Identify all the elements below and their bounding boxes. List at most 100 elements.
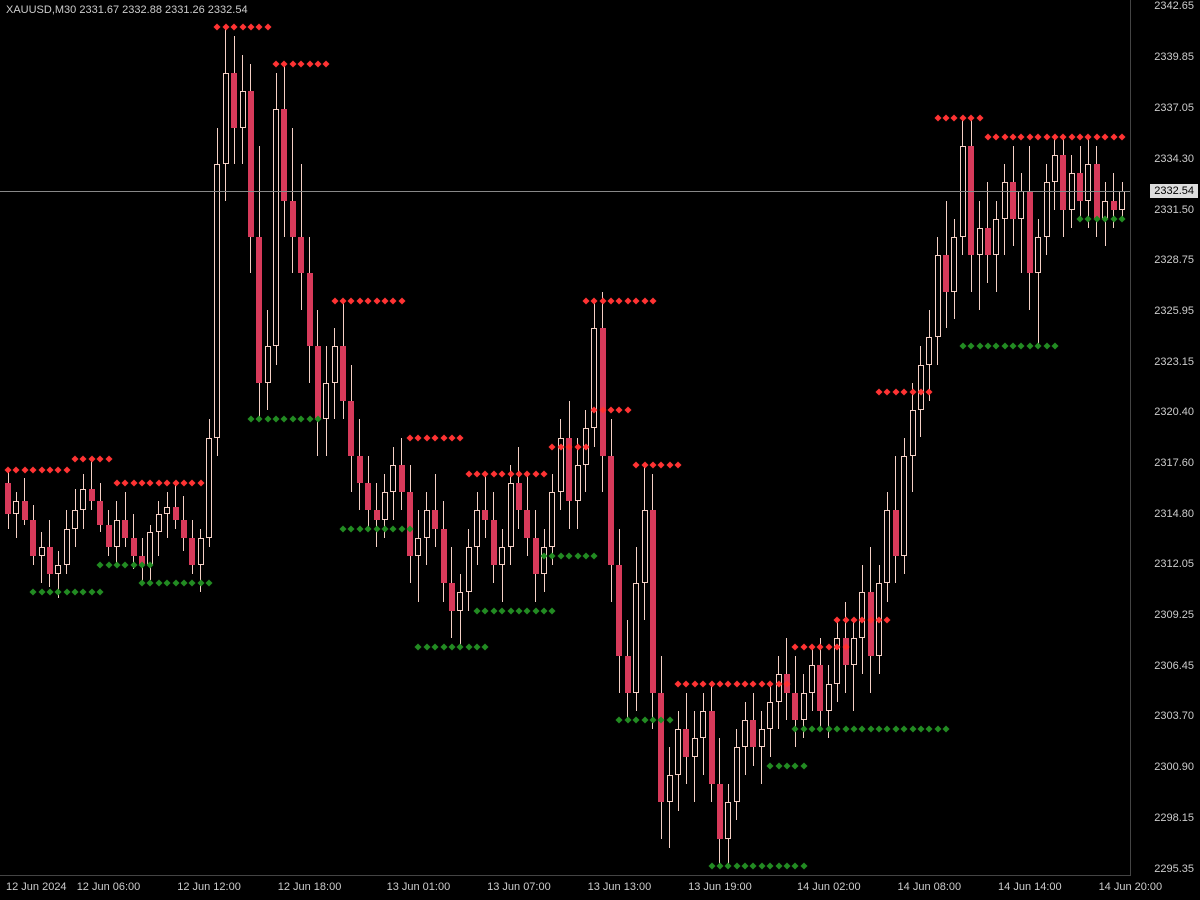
support-dot (1043, 343, 1050, 350)
support-dot (943, 726, 950, 733)
support-dot (716, 862, 723, 869)
support-dot (541, 607, 548, 614)
resistance-dot (750, 680, 757, 687)
x-tick-label: 14 Jun 02:00 (797, 881, 861, 893)
resistance-dot (63, 467, 70, 474)
support-dot (155, 580, 162, 587)
candle-body (281, 109, 287, 200)
resistance-dot (842, 616, 849, 623)
support-dot (708, 862, 715, 869)
candle-body (935, 255, 941, 337)
y-tick-label: 2303.70 (1154, 710, 1194, 722)
y-tick-label: 2342.65 (1154, 0, 1194, 12)
support-dot (1118, 215, 1125, 222)
support-dot (390, 525, 397, 532)
candle-wick (485, 474, 486, 538)
resistance-dot (423, 434, 430, 441)
resistance-dot (633, 297, 640, 304)
resistance-dot (4, 467, 11, 474)
candle-body (910, 410, 916, 456)
resistance-dot (892, 388, 899, 395)
support-dot (557, 552, 564, 559)
candle-body (717, 784, 723, 839)
resistance-dot (281, 60, 288, 67)
candle-body (374, 510, 380, 519)
support-dot (783, 762, 790, 769)
resistance-dot (1118, 133, 1125, 140)
resistance-dot (415, 434, 422, 441)
resistance-dot (901, 388, 908, 395)
resistance-dot (365, 297, 372, 304)
candle-body (307, 273, 313, 346)
candle-body (675, 729, 681, 775)
support-dot (147, 580, 154, 587)
resistance-dot (406, 434, 413, 441)
candle-body (541, 547, 547, 574)
resistance-dot (155, 480, 162, 487)
candle-body (399, 465, 405, 492)
candle-body (114, 520, 120, 547)
candle-body (298, 237, 304, 273)
support-dot (1110, 215, 1117, 222)
candle-body (240, 91, 246, 127)
support-dot (113, 562, 120, 569)
support-dot (825, 726, 832, 733)
resistance-dot (105, 456, 112, 463)
resistance-dot (55, 467, 62, 474)
candle-body (943, 255, 949, 291)
resistance-dot (591, 297, 598, 304)
resistance-dot (21, 467, 28, 474)
support-dot (80, 589, 87, 596)
candle-body (432, 510, 438, 528)
candle-wick (1021, 173, 1022, 273)
resistance-dot (716, 680, 723, 687)
support-dot (289, 416, 296, 423)
resistance-dot (976, 115, 983, 122)
candle-body (549, 492, 555, 547)
resistance-dot (507, 470, 514, 477)
support-dot (63, 589, 70, 596)
candle-body (1119, 191, 1125, 209)
support-dot (959, 343, 966, 350)
support-dot (532, 607, 539, 614)
candlestick-chart[interactable]: XAUUSD,M30 2331.67 2332.88 2331.26 2332.… (0, 0, 1131, 876)
resistance-dot (675, 461, 682, 468)
candle-body (39, 547, 45, 556)
resistance-dot (817, 644, 824, 651)
candle-body (348, 401, 354, 456)
resistance-dot (390, 297, 397, 304)
candle-body (256, 237, 262, 383)
resistance-dot (1085, 133, 1092, 140)
resistance-dot (624, 297, 631, 304)
support-dot (97, 589, 104, 596)
resistance-dot (700, 680, 707, 687)
support-dot (398, 525, 405, 532)
resistance-dot (80, 456, 87, 463)
resistance-dot (1001, 133, 1008, 140)
candle-body (64, 529, 70, 565)
candle-body (608, 456, 614, 565)
resistance-dot (641, 297, 648, 304)
support-dot (448, 644, 455, 651)
resistance-dot (758, 680, 765, 687)
candle-body (734, 747, 740, 802)
support-dot (993, 343, 1000, 350)
resistance-dot (231, 24, 238, 31)
support-dot (1026, 343, 1033, 350)
support-dot (164, 580, 171, 587)
candle-body (801, 693, 807, 720)
candle-body (817, 665, 823, 711)
candle-body (692, 738, 698, 756)
candle-body (633, 583, 639, 692)
support-dot (1077, 215, 1084, 222)
time-axis: 12 Jun 202412 Jun 06:0012 Jun 12:0012 Ju… (0, 875, 1130, 900)
candle-wick (418, 510, 419, 601)
resistance-dot (800, 644, 807, 651)
y-tick-label: 2323.15 (1154, 356, 1194, 368)
candle-body (223, 73, 229, 164)
resistance-dot (675, 680, 682, 687)
candle-wick (16, 492, 17, 538)
resistance-dot (88, 456, 95, 463)
candle-body (97, 501, 103, 525)
candle-body (424, 510, 430, 537)
